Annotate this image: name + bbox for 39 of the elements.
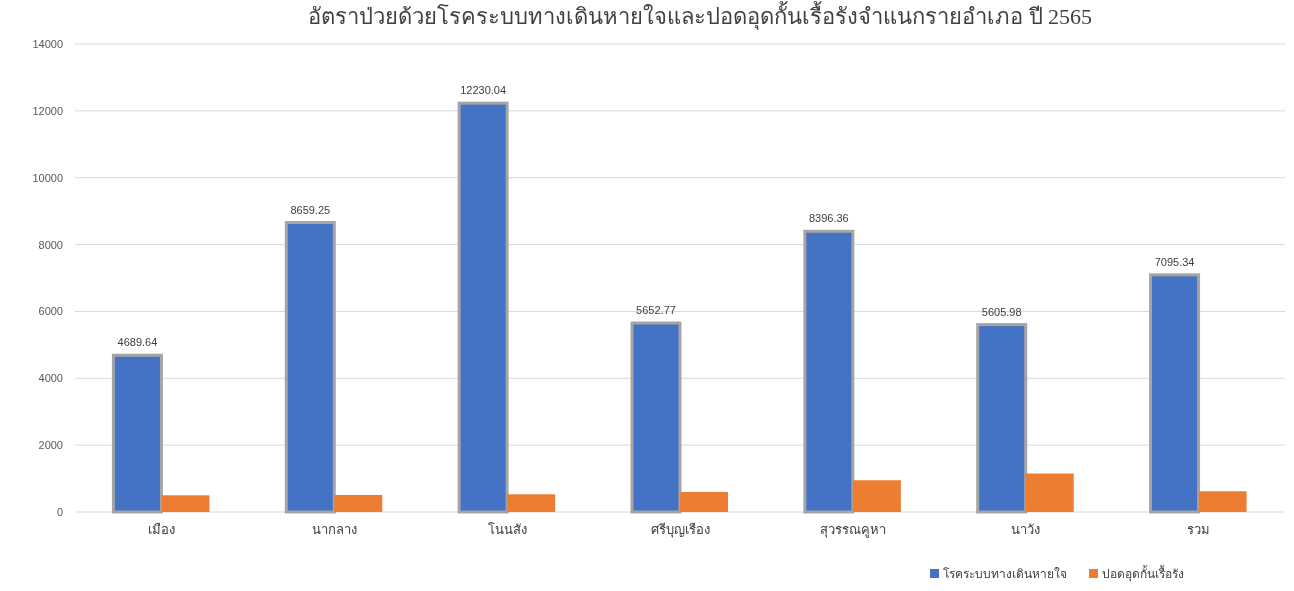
data-label: 5605.98 [981, 305, 1022, 318]
bar [680, 491, 728, 512]
bar [852, 480, 901, 512]
data-label: 5652.77 [636, 304, 676, 317]
bar [334, 494, 383, 512]
x-tick-label: โนนสัง [487, 522, 527, 537]
y-tick-label: 0 [56, 506, 63, 518]
chart-title: อัตราป่วยด้วยโรคระบบทางเดินหายใจและปอดอุดกั้นเรื้อรังจำแนกรายอำเภอ ปี 2565 [308, 1, 1092, 30]
x-tick-label: เมือง [147, 522, 175, 537]
bar [507, 494, 556, 512]
bar [111, 353, 163, 514]
data-label: 4689.64 [117, 336, 158, 349]
y-tick-label: 10000 [32, 171, 63, 184]
data-label: 8659.25 [290, 203, 331, 216]
bar [284, 221, 336, 514]
bar [1025, 473, 1074, 512]
data-label: 12230.04 [460, 84, 507, 97]
bar [1149, 273, 1201, 514]
data-label: 7095.34 [1154, 255, 1195, 268]
y-tick-label: 8000 [38, 238, 63, 251]
bar [457, 101, 509, 514]
bar [1198, 491, 1247, 512]
y-tick-label: 12000 [32, 104, 63, 117]
x-tick-label: สุวรรณคูหา [819, 522, 886, 538]
y-tick-label: 14000 [32, 38, 63, 50]
x-tick-label: รวม [1187, 522, 1211, 537]
y-tick-label: 4000 [38, 372, 63, 385]
data-label: 8396.36 [808, 212, 849, 225]
x-tick-label: นากลาง [311, 522, 357, 537]
bar [976, 323, 1028, 514]
x-tick-label: นาวัง [1011, 522, 1041, 537]
bar [630, 321, 682, 514]
y-tick-label: 6000 [38, 305, 63, 318]
y-tick-label: 2000 [38, 439, 63, 452]
bar [803, 229, 855, 514]
legend-label: ปอดอุดกั้นเรื้อรัง [1102, 565, 1184, 582]
x-tick-label: ศรีบุญเรือง [650, 522, 710, 538]
bar [161, 495, 210, 512]
legend-label: โรคระบบทางเดินหายใจ [943, 567, 1067, 581]
